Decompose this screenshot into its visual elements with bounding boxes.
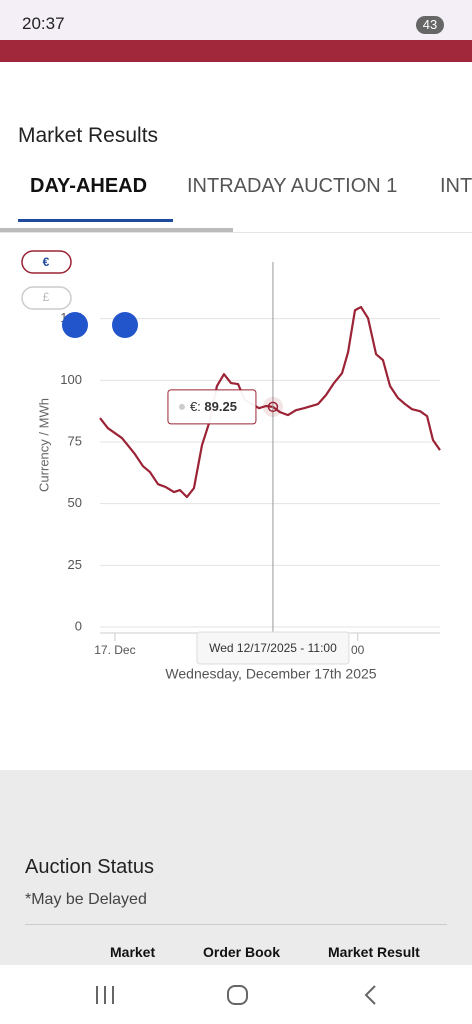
home-button[interactable] xyxy=(227,985,248,1005)
note: *May be Delayed xyxy=(25,891,147,908)
y-tick-label: 50 xyxy=(68,495,82,510)
recents-button[interactable] xyxy=(96,986,114,1004)
x-tick-label: 17. Dec xyxy=(94,643,135,657)
x-tick-label: 00 xyxy=(351,643,365,657)
currency-button-label[interactable]: £ xyxy=(43,290,50,304)
overlay-blob xyxy=(112,312,138,338)
column-header: Market xyxy=(110,944,156,960)
column-header: Market Result xyxy=(328,944,420,960)
y-tick-label: 25 xyxy=(68,557,82,572)
nav-bar xyxy=(0,965,472,1024)
tab-track xyxy=(0,228,233,232)
overlay-blob xyxy=(62,312,88,338)
divider xyxy=(25,924,447,925)
hover-halo xyxy=(262,396,283,417)
status-bar: 20:37 43 xyxy=(0,0,472,40)
tab-indicator xyxy=(18,219,173,222)
page-title: Market Results xyxy=(18,124,159,147)
header-bar xyxy=(0,40,472,62)
tab[interactable]: DAY-AHEAD xyxy=(30,175,148,197)
nav-bg xyxy=(0,965,472,1024)
y-axis-title: Currency / MWh xyxy=(36,398,51,492)
tooltip-series: € xyxy=(190,399,198,414)
x-axis-title: Wednesday, December 17th 2025 xyxy=(165,666,376,682)
tooltip-box xyxy=(167,389,257,425)
time: 20:37 xyxy=(22,14,65,33)
battery: 43 xyxy=(416,16,444,34)
divider xyxy=(0,232,472,233)
currency-button-label[interactable]: € xyxy=(43,255,50,269)
currency-button[interactable] xyxy=(21,250,72,274)
tab[interactable]: INTRADAY AUCTION 1 xyxy=(187,175,398,197)
tooltip-dot xyxy=(178,403,185,410)
auction-section: Auction Status *May be Delayed Market Or… xyxy=(0,770,472,965)
tab[interactable]: INT xyxy=(440,175,472,197)
tooltip-text: €: 89.25 xyxy=(190,399,237,414)
column-header: Order Book xyxy=(203,944,281,960)
date-tooltip xyxy=(196,631,350,665)
currency-button[interactable] xyxy=(21,286,72,310)
date-tooltip-text: Wed 12/17/2025 - 11:00 xyxy=(209,641,337,655)
back-button[interactable] xyxy=(364,985,376,1005)
y-tick-label: 0 xyxy=(75,618,82,633)
y-tick-label: 75 xyxy=(68,433,82,448)
section-title: Auction Status xyxy=(25,856,154,878)
y-tick-label: 100 xyxy=(60,372,82,387)
tooltip-value: 89.25 xyxy=(204,399,237,414)
hover-point xyxy=(267,401,279,413)
chart: € £ Currency / MWh Wednesday, December 1… xyxy=(21,250,441,682)
